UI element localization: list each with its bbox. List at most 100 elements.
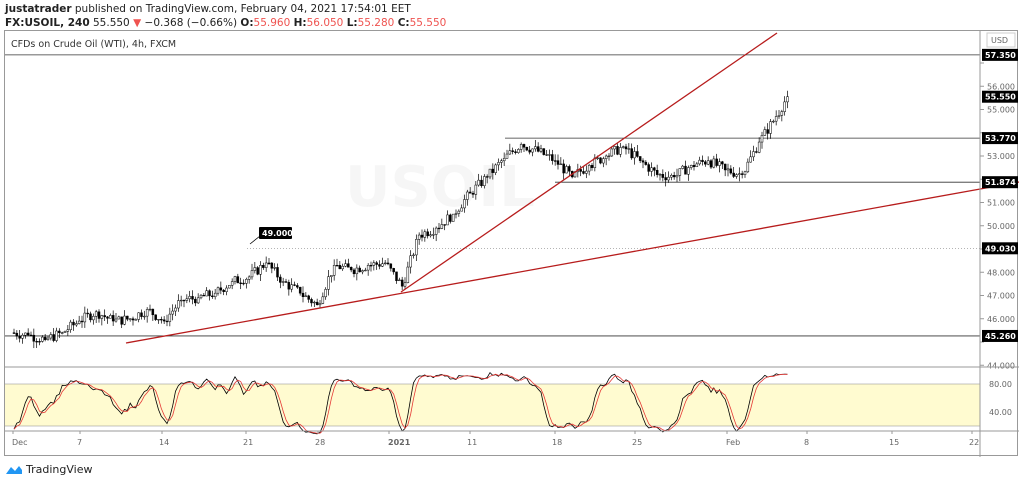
- candle-body: [559, 163, 563, 165]
- candle-body: [633, 151, 636, 159]
- candle-body: [196, 297, 200, 304]
- candle-body: [596, 157, 599, 159]
- candle-body: [638, 156, 642, 161]
- time-tick-label: Feb: [726, 438, 740, 447]
- candle-body: [264, 262, 268, 268]
- candle-body: [177, 300, 180, 309]
- candle-body: [522, 144, 526, 148]
- candle-body: [485, 176, 489, 178]
- candle-body: [29, 334, 33, 337]
- candle-body: [259, 265, 262, 275]
- candle-body: [386, 262, 390, 265]
- candle-body: [653, 167, 656, 171]
- candle-body: [69, 321, 72, 330]
- candle-body: [225, 287, 228, 292]
- trendline-support[interactable]: [125, 181, 1020, 344]
- high-label: H:: [293, 17, 307, 29]
- candle-body: [514, 151, 517, 153]
- candle-body: [290, 284, 293, 290]
- candle-body: [443, 224, 446, 226]
- candle-body: [77, 320, 81, 324]
- time-tick-label: 11: [467, 438, 477, 447]
- candle-body: [548, 154, 551, 156]
- candle-body: [151, 308, 155, 316]
- candle-body: [140, 312, 143, 317]
- candle-body: [454, 213, 458, 215]
- candle-body: [426, 231, 429, 237]
- candle-body: [392, 268, 395, 273]
- candle-body: [92, 316, 95, 321]
- tradingview-logo[interactable]: TradingView: [5, 463, 92, 476]
- candle-body: [437, 227, 441, 230]
- candle-body: [579, 169, 582, 172]
- candle-body: [222, 289, 225, 292]
- candle-body: [208, 290, 211, 297]
- candle-body: [199, 294, 203, 299]
- chart-canvas[interactable]: USOIL CFDs on Crude Oil (WTI), 4h, FXCM …: [5, 31, 1020, 457]
- candle-body: [179, 299, 183, 302]
- candle-body: [58, 330, 61, 334]
- candle-body: [313, 301, 316, 304]
- candle-body: [460, 207, 463, 212]
- candle-body: [145, 309, 149, 317]
- candle-body: [590, 165, 594, 168]
- candle-body: [585, 170, 588, 174]
- price-label-box: [982, 176, 1018, 189]
- candle-body: [276, 267, 279, 278]
- candle-body: [250, 270, 254, 278]
- publish-line: justatrader published on TradingView.com…: [5, 3, 411, 15]
- price-tick-label: 47.000: [987, 292, 1015, 301]
- candle-body: [692, 165, 696, 167]
- candle-body: [301, 292, 305, 297]
- time-tick-label: 8: [804, 438, 809, 447]
- candle-body: [471, 192, 475, 195]
- candle-body: [123, 315, 126, 325]
- candle-body: [15, 332, 19, 337]
- author[interactable]: justatrader: [5, 3, 72, 15]
- candle-body: [474, 184, 478, 195]
- chart-container[interactable]: USOIL CFDs on Crude Oil (WTI), 4h, FXCM …: [4, 30, 1020, 457]
- candle-body: [539, 148, 543, 152]
- candle-body: [52, 334, 55, 341]
- trendline-steep[interactable]: [400, 32, 778, 293]
- candle-body: [188, 296, 191, 300]
- candle-body: [24, 332, 27, 336]
- currency-box[interactable]: [986, 32, 1016, 48]
- price-label: 49.030: [985, 244, 1016, 253]
- candle-body: [111, 315, 115, 322]
- candle-body: [213, 292, 217, 297]
- candle-body: [429, 234, 432, 237]
- candle-body: [185, 298, 189, 301]
- symbol: FX:USOIL, 240: [5, 17, 90, 29]
- candle-body: [721, 161, 724, 165]
- time-tick-label: 28: [315, 438, 325, 447]
- candle-body: [491, 168, 495, 173]
- candle-body: [403, 282, 407, 287]
- candle-body: [525, 146, 529, 151]
- candle-body: [746, 161, 750, 173]
- symbol-line: FX:USOIL, 240 55.550 ▼ −0.368 (−0.66%) O…: [5, 17, 446, 29]
- candle-body: [120, 316, 123, 325]
- candle-body: [704, 161, 707, 165]
- candle-body: [726, 168, 730, 171]
- candle-body: [661, 174, 665, 178]
- candle-body: [780, 111, 784, 116]
- candle-body: [508, 150, 512, 155]
- candle-body: [621, 146, 625, 148]
- stoch-k-line: [13, 371, 788, 435]
- candle-body: [587, 165, 591, 172]
- candle-body: [624, 146, 628, 150]
- candle-body: [194, 298, 197, 304]
- candle-body: [449, 214, 452, 222]
- candle-body: [41, 336, 44, 342]
- candle-body: [97, 311, 101, 319]
- candle-body: [480, 179, 483, 186]
- candle-body: [667, 176, 670, 181]
- candle-body: [497, 162, 500, 166]
- candle-body: [732, 172, 735, 177]
- candle-body: [21, 334, 24, 339]
- candle-body: [341, 265, 344, 270]
- candle-body: [786, 96, 789, 103]
- candle-body: [678, 168, 682, 176]
- candle-body: [364, 269, 367, 272]
